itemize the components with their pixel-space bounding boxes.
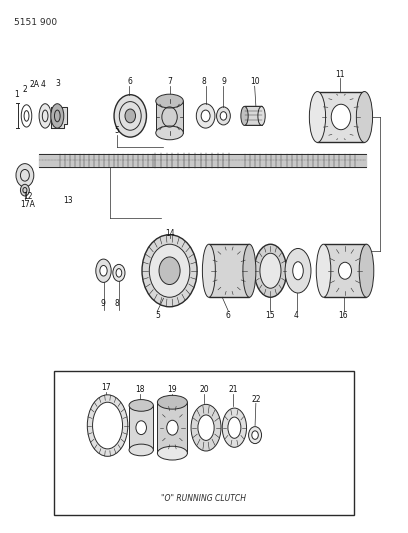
Ellipse shape — [316, 244, 331, 297]
Text: 12: 12 — [23, 192, 33, 201]
Ellipse shape — [129, 444, 153, 456]
Ellipse shape — [157, 446, 187, 460]
Ellipse shape — [220, 112, 227, 120]
Ellipse shape — [258, 107, 265, 125]
Bar — [129, 406, 153, 450]
Ellipse shape — [196, 104, 215, 128]
Text: 21: 21 — [228, 385, 238, 394]
Circle shape — [331, 104, 351, 130]
Text: 17A: 17A — [20, 200, 35, 209]
Text: 5: 5 — [155, 311, 160, 320]
Text: 13: 13 — [63, 196, 73, 205]
Circle shape — [248, 426, 262, 443]
Ellipse shape — [243, 244, 256, 297]
Text: 6: 6 — [127, 77, 132, 86]
Ellipse shape — [159, 257, 180, 285]
Circle shape — [16, 164, 34, 187]
Ellipse shape — [260, 253, 281, 288]
Ellipse shape — [93, 402, 122, 449]
Ellipse shape — [149, 244, 190, 297]
Circle shape — [167, 420, 178, 435]
Text: 7: 7 — [167, 77, 172, 86]
Bar — [324, 244, 366, 297]
Bar — [209, 244, 249, 297]
Circle shape — [252, 431, 258, 439]
Bar — [317, 92, 364, 142]
Text: 3: 3 — [55, 79, 60, 88]
Bar — [156, 101, 183, 133]
Circle shape — [339, 262, 352, 279]
Text: 5151 900: 5151 900 — [13, 18, 57, 27]
Ellipse shape — [241, 107, 248, 125]
Text: 10: 10 — [250, 77, 259, 86]
Text: 19: 19 — [167, 385, 176, 394]
Ellipse shape — [116, 269, 122, 277]
Text: 2A: 2A — [30, 80, 40, 89]
Ellipse shape — [142, 235, 197, 307]
Text: 1: 1 — [14, 90, 19, 99]
Ellipse shape — [309, 92, 326, 142]
Text: 20: 20 — [199, 385, 209, 394]
Ellipse shape — [198, 415, 214, 440]
Circle shape — [136, 421, 146, 434]
Ellipse shape — [114, 95, 146, 137]
Ellipse shape — [285, 248, 311, 293]
Text: 4: 4 — [294, 311, 299, 320]
Ellipse shape — [129, 400, 153, 411]
Ellipse shape — [356, 92, 373, 142]
Ellipse shape — [96, 259, 111, 282]
Text: 4: 4 — [41, 80, 46, 89]
Text: 17: 17 — [101, 383, 111, 392]
Polygon shape — [39, 154, 366, 167]
Ellipse shape — [39, 104, 51, 128]
Ellipse shape — [113, 264, 125, 281]
Text: 18: 18 — [135, 385, 145, 394]
Text: 15: 15 — [265, 311, 275, 320]
Bar — [157, 402, 187, 453]
Text: 8: 8 — [115, 299, 119, 308]
Ellipse shape — [100, 265, 107, 276]
Bar — [54, 372, 354, 515]
Text: "O" RUNNING CLUTCH: "O" RUNNING CLUTCH — [162, 494, 246, 503]
Ellipse shape — [125, 109, 135, 123]
Ellipse shape — [217, 107, 231, 125]
Ellipse shape — [202, 244, 215, 297]
Ellipse shape — [191, 405, 221, 451]
Ellipse shape — [156, 126, 183, 140]
Polygon shape — [51, 108, 67, 127]
Ellipse shape — [156, 94, 183, 108]
Text: 6: 6 — [226, 311, 231, 320]
Text: 8: 8 — [202, 77, 206, 86]
Ellipse shape — [51, 104, 64, 128]
Text: 16: 16 — [338, 311, 348, 320]
Ellipse shape — [87, 395, 128, 456]
Ellipse shape — [293, 262, 303, 280]
Text: 2: 2 — [22, 85, 27, 94]
Ellipse shape — [201, 110, 210, 122]
Text: 11: 11 — [335, 70, 344, 79]
Text: 22: 22 — [251, 394, 261, 403]
Ellipse shape — [157, 395, 187, 409]
Ellipse shape — [222, 408, 246, 447]
Ellipse shape — [359, 244, 374, 297]
Text: 14: 14 — [165, 229, 174, 238]
Bar — [244, 106, 262, 125]
Ellipse shape — [228, 417, 241, 438]
Text: 9: 9 — [221, 77, 226, 86]
Ellipse shape — [254, 244, 287, 297]
Text: 9: 9 — [100, 299, 105, 308]
Circle shape — [20, 184, 29, 196]
Text: 5: 5 — [114, 126, 119, 135]
